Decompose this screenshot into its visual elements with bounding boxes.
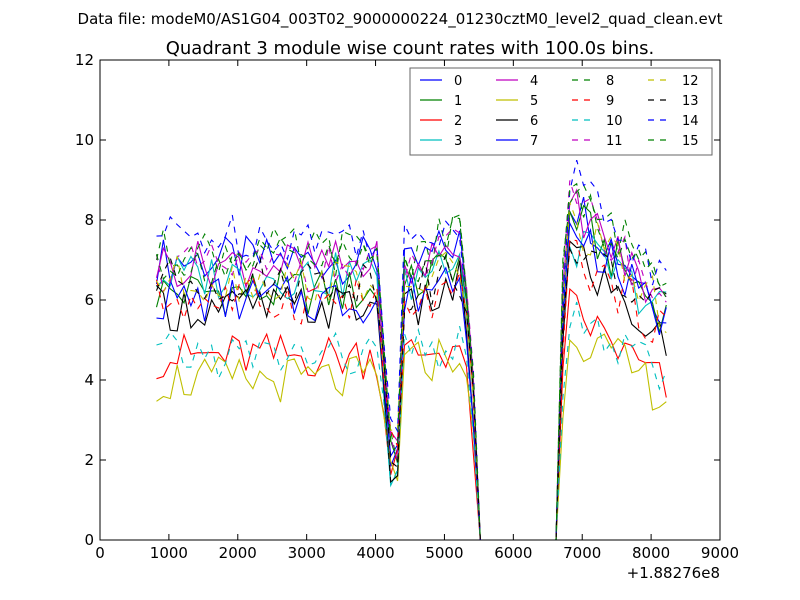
- legend-label-13: 13: [682, 94, 699, 109]
- series-line-2: [156, 287, 667, 540]
- legend-label-10: 10: [606, 114, 623, 129]
- x-tick-label: 0: [95, 544, 105, 562]
- series-line-12: [156, 202, 667, 540]
- data-file-suptitle: Data file: modeM0/AS1G04_003T02_90000002…: [78, 10, 723, 29]
- series-line-10: [156, 301, 667, 540]
- legend-label-11: 11: [606, 134, 623, 149]
- legend-label-7: 7: [530, 134, 538, 149]
- y-tick-label: 8: [84, 211, 94, 229]
- legend-label-5: 5: [530, 94, 538, 109]
- x-tick-label: 5000: [425, 544, 463, 562]
- series-line-4: [155, 188, 667, 540]
- series-line-5: [156, 333, 667, 540]
- series-line-7: [156, 221, 667, 540]
- y-tick-label: 4: [84, 371, 94, 389]
- x-tick-label: 2000: [219, 544, 257, 562]
- series-line-13: [155, 247, 667, 540]
- y-tick-label: 0: [84, 531, 94, 549]
- plot-area: [155, 159, 667, 540]
- legend-label-12: 12: [682, 74, 699, 89]
- axes: 0 1000 2000 3000 4000 5000 6000 7000 8000 9000 0 2 4…: [75, 51, 739, 562]
- y-tick-label: 10: [75, 131, 94, 149]
- series-line-8: [155, 184, 667, 540]
- legend-label-14: 14: [682, 114, 699, 129]
- y-tick-label: 2: [84, 451, 94, 469]
- legend-label-6: 6: [530, 114, 538, 129]
- series-line-15: [155, 182, 667, 540]
- legend-label-2: 2: [454, 114, 462, 129]
- legend-label-4: 4: [530, 74, 538, 89]
- y-tick-label: 12: [75, 51, 94, 69]
- x-tick-label: 6000: [494, 544, 532, 562]
- legend-label-9: 9: [606, 94, 614, 109]
- x-tick-label: 9000: [701, 544, 739, 562]
- x-tick-label: 7000: [563, 544, 601, 562]
- x-offset-label: +1.88276e8: [627, 564, 720, 582]
- x-tick-label: 4000: [356, 544, 394, 562]
- legend-label-0: 0: [454, 74, 462, 89]
- x-tick-label: 1000: [150, 544, 188, 562]
- x-tick-label: 8000: [632, 544, 670, 562]
- series-line-6: [156, 240, 667, 540]
- legend-label-1: 1: [454, 94, 462, 109]
- y-tick-label: 6: [84, 291, 94, 309]
- legend-label-8: 8: [606, 74, 614, 89]
- x-tick-label: 3000: [288, 544, 326, 562]
- legend-label-3: 3: [454, 134, 462, 149]
- series-line-11: [155, 180, 667, 540]
- legend-label-15: 15: [682, 134, 699, 149]
- chart-title: Quadrant 3 module wise count rates with …: [166, 38, 655, 59]
- series-line-1: [155, 204, 667, 540]
